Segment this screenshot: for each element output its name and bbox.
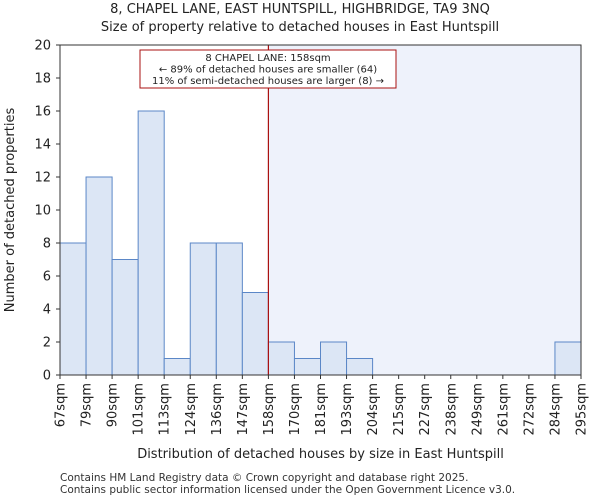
x-tick-label: 193sqm: [340, 383, 355, 436]
x-tick-label: 158sqm: [262, 383, 277, 436]
x-tick-label: 238sqm: [444, 383, 459, 436]
annotation-line: ← 89% of detached houses are smaller (64…: [159, 65, 377, 76]
x-tick-label: 272sqm: [522, 383, 537, 436]
bar: [293, 358, 322, 376]
annotation-line: 11% of semi-detached houses are larger (…: [152, 76, 384, 87]
x-tick-label: 147sqm: [236, 383, 251, 436]
y-tick-label: 2: [43, 336, 51, 351]
annotation-line: 8 CHAPEL LANE: 158sqm: [205, 53, 330, 64]
y-axis-label: Number of detached properties: [3, 108, 18, 313]
x-tick-label: 181sqm: [314, 383, 329, 436]
footer-licence: Contains public sector information licen…: [60, 484, 516, 496]
bar: [111, 259, 139, 376]
bar: [554, 341, 582, 376]
x-tick-label: 136sqm: [210, 383, 225, 436]
bar: [189, 242, 217, 376]
x-axis-label: Distribution of detached houses by size …: [137, 447, 504, 462]
bar: [241, 292, 269, 376]
y-tick-label: 6: [43, 270, 51, 285]
y-tick-label: 8: [43, 237, 51, 252]
bar: [137, 110, 165, 376]
footer-copyright: Contains HM Land Registry data © Crown c…: [60, 472, 469, 484]
x-tick-label: 249sqm: [470, 383, 485, 436]
x-tick-label: 215sqm: [392, 383, 407, 436]
x-tick-label: 170sqm: [288, 383, 303, 436]
y-tick-label: 0: [43, 369, 51, 384]
bar: [320, 341, 348, 376]
highlight-region: [268, 45, 581, 375]
x-tick-label: 113sqm: [158, 383, 173, 436]
bar: [85, 176, 113, 376]
y-tick-label: 20: [34, 39, 51, 54]
chart-title: 8, CHAPEL LANE, EAST HUNTSPILL, HIGHBRID…: [110, 2, 490, 17]
x-tick-label: 101sqm: [132, 383, 147, 436]
bar: [59, 242, 87, 376]
bar: [215, 242, 243, 376]
x-tick-label: 67sqm: [54, 383, 69, 427]
x-tick-label: 227sqm: [418, 383, 433, 436]
x-tick-label: 124sqm: [184, 383, 199, 436]
y-tick-label: 16: [34, 105, 51, 120]
annotation-box: [139, 49, 397, 89]
x-tick-label: 79sqm: [80, 383, 95, 427]
x-tick-label: 284sqm: [548, 383, 563, 436]
y-tick-label: 18: [34, 72, 51, 87]
x-tick-label: 261sqm: [496, 383, 511, 436]
x-tick-label: 204sqm: [366, 383, 381, 436]
y-tick-label: 12: [34, 171, 51, 186]
x-tick-label: 90sqm: [106, 383, 121, 427]
y-tick-label: 14: [34, 138, 51, 153]
x-tick-label: 295sqm: [575, 383, 590, 436]
bar: [346, 358, 374, 376]
chart-subtitle: Size of property relative to detached ho…: [100, 20, 500, 35]
bar: [163, 358, 191, 376]
bar: [267, 341, 295, 376]
y-tick-label: 4: [43, 303, 51, 318]
y-tick-label: 10: [34, 204, 51, 219]
